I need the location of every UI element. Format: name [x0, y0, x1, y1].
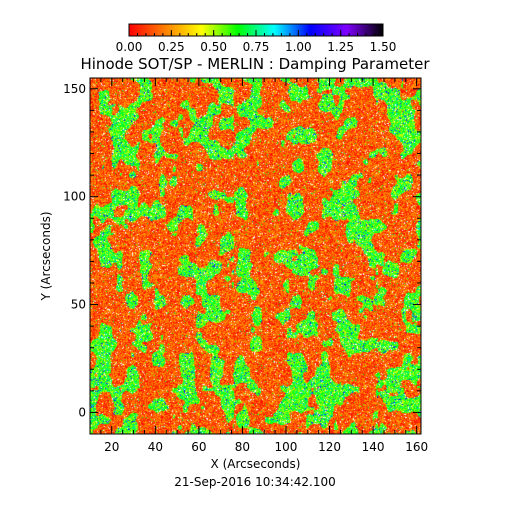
colorbar-tick-label: 1.25: [327, 40, 354, 54]
x-tick-label: 120: [318, 440, 341, 454]
x-axis-label: X (Arcseconds): [211, 457, 301, 471]
colorbar-tick-labels: 0.00 0.25 0.50 0.75 1.00 1.25 1.50: [116, 40, 397, 54]
heatmap-container: [90, 78, 421, 434]
colorbar-tick-label: 0.75: [243, 40, 270, 54]
y-tick-label: 100: [63, 190, 86, 204]
colorbar-tick-label: 0.00: [116, 40, 143, 54]
x-axis-ticks: [89, 78, 418, 434]
x-tick-label: 40: [148, 440, 163, 454]
chart-title: Hinode SOT/SP - MERLIN : Damping Paramet…: [80, 55, 430, 73]
x-tick-label: 60: [191, 440, 206, 454]
heatmap-image: [90, 78, 421, 434]
x-tick-label: 160: [405, 440, 428, 454]
colorbar-tick-label: 0.50: [200, 40, 227, 54]
y-tick-label: 50: [71, 298, 86, 312]
y-axis-tick-labels: 0 50 100 150: [63, 82, 86, 420]
colorbar-tick-label: 1.00: [285, 40, 312, 54]
colorbar-ticks: [128, 30, 384, 36]
colorbar-tick-label: 1.50: [370, 40, 397, 54]
y-axis-ticks: [90, 88, 421, 435]
timestamp: 21-Sep-2016 10:34:42.100: [174, 475, 336, 489]
y-tick-label: 0: [78, 405, 86, 419]
x-tick-label: 20: [104, 440, 119, 454]
colorbar-tick-label: 0.25: [158, 40, 185, 54]
x-tick-label: 140: [362, 440, 385, 454]
x-tick-label: 80: [235, 440, 250, 454]
y-axis-label: Y (Arcseconds): [39, 211, 53, 301]
plot-frame: [89, 77, 422, 435]
x-axis-tick-labels: 20 40 60 80 100 120 140 160: [104, 440, 428, 454]
y-tick-label: 150: [63, 82, 86, 96]
x-tick-label: 100: [275, 440, 298, 454]
